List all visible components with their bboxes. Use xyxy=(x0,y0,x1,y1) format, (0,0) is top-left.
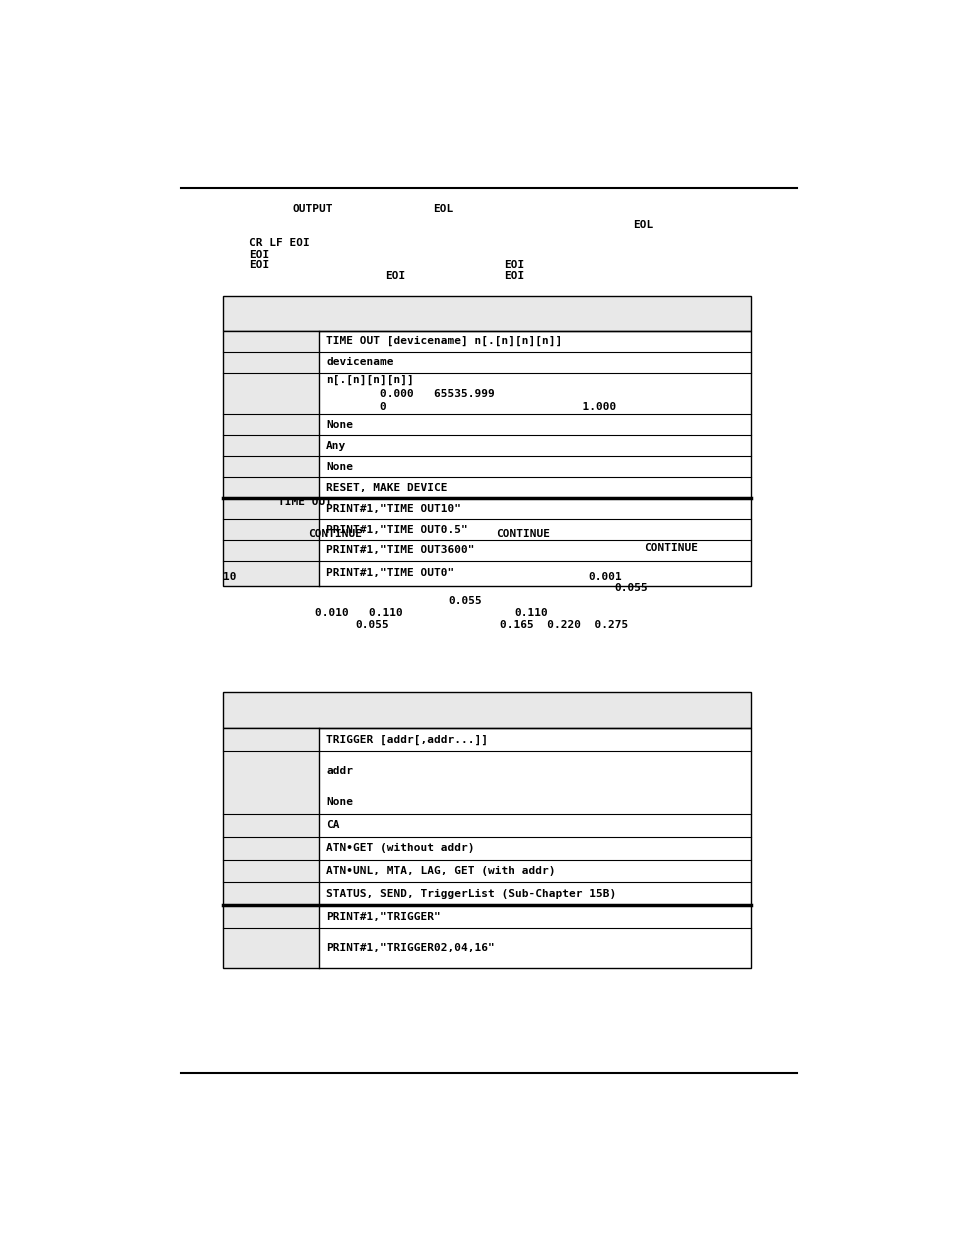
Text: 0.000   65535.999: 0.000 65535.999 xyxy=(326,389,495,399)
Text: 0.055: 0.055 xyxy=(614,583,648,594)
Text: None: None xyxy=(326,420,353,430)
Bar xyxy=(222,692,751,729)
Text: PRINT#1,"TRIGGER": PRINT#1,"TRIGGER" xyxy=(326,911,440,921)
Text: RESET, MAKE DEVICE: RESET, MAKE DEVICE xyxy=(326,483,447,493)
Text: CA: CA xyxy=(326,820,339,830)
Text: EOI: EOI xyxy=(385,270,405,280)
Text: EOI: EOI xyxy=(503,270,523,280)
Text: devicename: devicename xyxy=(326,357,394,367)
Text: 10: 10 xyxy=(222,572,236,582)
Text: ATN•UNL, MTA, LAG, GET (with addr): ATN•UNL, MTA, LAG, GET (with addr) xyxy=(326,866,556,876)
Text: 0.110: 0.110 xyxy=(515,608,548,619)
Text: 0.001: 0.001 xyxy=(588,572,622,582)
Text: ATN•GET (without addr): ATN•GET (without addr) xyxy=(326,844,475,853)
Text: EOL: EOL xyxy=(433,204,454,214)
Text: PRINT#1,"TIME OUT3600": PRINT#1,"TIME OUT3600" xyxy=(326,546,475,556)
Bar xyxy=(222,331,751,585)
Bar xyxy=(222,729,751,968)
Text: 0                             1.000: 0 1.000 xyxy=(326,403,616,412)
Text: TIME OUT: TIME OUT xyxy=(278,496,332,506)
Bar xyxy=(222,729,318,968)
Text: PRINT#1,"TIME OUT10": PRINT#1,"TIME OUT10" xyxy=(326,504,461,514)
Text: addr: addr xyxy=(326,766,353,776)
Text: None: None xyxy=(326,462,353,472)
Text: 0.010   0.110: 0.010 0.110 xyxy=(314,608,402,619)
Text: Any: Any xyxy=(326,441,346,451)
Text: PRINT#1,"TRIGGER02,04,16": PRINT#1,"TRIGGER02,04,16" xyxy=(326,944,495,953)
Text: EOI: EOI xyxy=(503,261,523,270)
Bar xyxy=(222,331,318,585)
Text: 0.055: 0.055 xyxy=(448,595,481,606)
Text: OUTPUT: OUTPUT xyxy=(293,204,334,214)
Text: EOI: EOI xyxy=(249,261,269,270)
Text: STATUS, SEND, TriggerList (Sub-Chapter 15B): STATUS, SEND, TriggerList (Sub-Chapter 1… xyxy=(326,889,616,899)
Text: EOI: EOI xyxy=(249,249,269,259)
Text: TIME OUT [devicename] n[.[n][n][n]]: TIME OUT [devicename] n[.[n][n][n]] xyxy=(326,336,562,346)
Text: EOL: EOL xyxy=(633,220,653,230)
Text: n[.[n][n][n]]: n[.[n][n][n]] xyxy=(326,374,414,385)
Text: CONTINUE: CONTINUE xyxy=(496,530,550,540)
Text: 0.055: 0.055 xyxy=(355,620,389,630)
Text: PRINT#1,"TIME OUT0.5": PRINT#1,"TIME OUT0.5" xyxy=(326,525,468,535)
Bar xyxy=(222,295,751,331)
Text: CONTINUE: CONTINUE xyxy=(643,542,698,552)
Text: None: None xyxy=(326,798,353,808)
Text: PRINT#1,"TIME OUT0": PRINT#1,"TIME OUT0" xyxy=(326,568,454,578)
Text: CR LF EOI: CR LF EOI xyxy=(249,238,309,248)
Text: CONTINUE: CONTINUE xyxy=(308,530,361,540)
Text: 0.165  0.220  0.275: 0.165 0.220 0.275 xyxy=(499,620,628,630)
Text: TRIGGER [addr[,addr...]]: TRIGGER [addr[,addr...]] xyxy=(326,735,488,745)
